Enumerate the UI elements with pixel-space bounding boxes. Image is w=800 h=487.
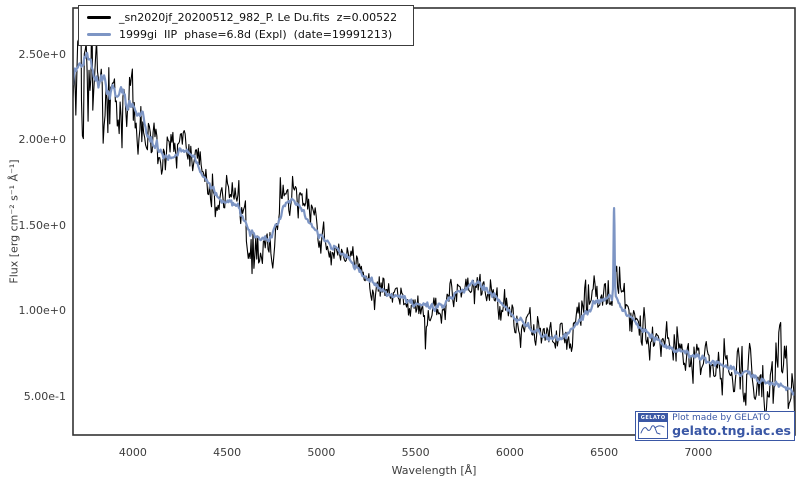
- x-axis-title: Wavelength [Å]: [391, 464, 477, 477]
- series-sn2020jf-line: [73, 8, 795, 423]
- gelato-watermark-text: Plot made by GELATO gelato.tng.iac.es: [672, 413, 791, 439]
- series-1999gi-line: [73, 51, 795, 396]
- legend-label-sn2020jf: _sn2020jf_20200512_982_P. Le Du.fits z=0…: [119, 10, 398, 24]
- watermark-caption: Plot made by GELATO: [672, 413, 771, 424]
- y-tick-label: 2.50e+0: [18, 47, 66, 61]
- x-tick-label: 6000: [495, 446, 524, 459]
- x-tick-label: 5000: [307, 446, 336, 459]
- legend-line-swatch-black: [87, 15, 111, 19]
- x-tick-label: 6500: [590, 446, 619, 459]
- x-tick-label: 5500: [401, 446, 430, 459]
- gelato-logo-sketch-icon: [640, 425, 665, 435]
- x-tick-label: 4000: [118, 446, 147, 459]
- y-tick-label: 1.50e+0: [18, 218, 66, 232]
- y-tick-label: 1.00e+0: [18, 304, 66, 318]
- legend-line-swatch-blue: [87, 32, 111, 36]
- x-tick-label: 7000: [684, 446, 713, 459]
- legend-entry-1999gi: 1999gi IIP phase=6.8d (Expl) (date=19991…: [87, 27, 397, 41]
- legend-entry-sn2020jf: _sn2020jf_20200512_982_P. Le Du.fits z=0…: [87, 10, 397, 24]
- legend-label-1999gi: 1999gi IIP phase=6.8d (Expl) (date=19991…: [119, 27, 393, 41]
- plot-border: [72, 7, 796, 436]
- watermark-url: gelato.tng.iac.es: [672, 423, 791, 439]
- y-tick-label: 5.00e-1: [23, 389, 66, 403]
- y-tick-label: 2.00e+0: [18, 133, 66, 147]
- x-tick-label: 4500: [213, 446, 242, 459]
- gelato-watermark: GELATO Plot made by GELATO gelato.tng.ia…: [635, 411, 795, 441]
- y-axis-title: Flux [erg cm⁻² s⁻¹ Å⁻¹]: [7, 159, 21, 284]
- gelato-logo-text: GELATO: [639, 414, 668, 422]
- legend: _sn2020jf_20200512_982_P. Le Du.fits z=0…: [78, 5, 415, 46]
- gelato-logo: GELATO: [638, 413, 669, 439]
